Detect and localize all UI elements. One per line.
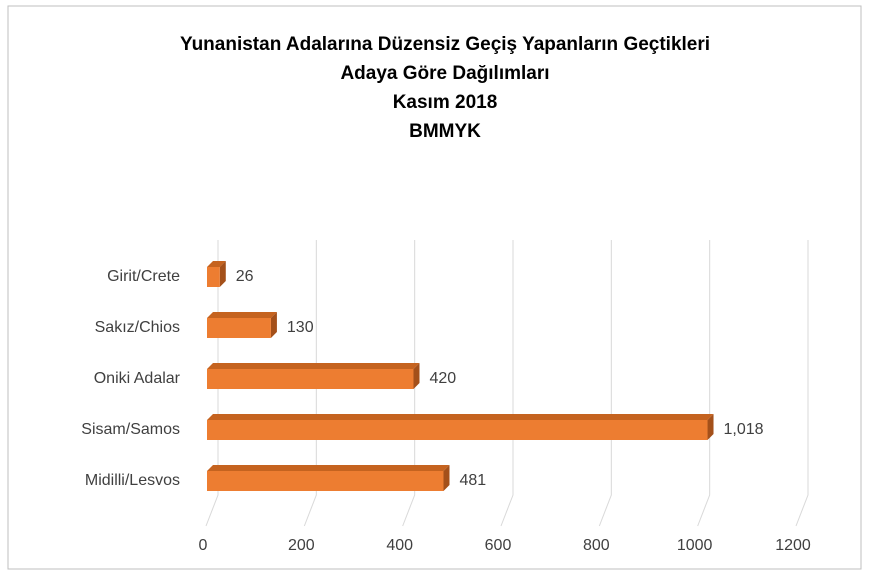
bar-side bbox=[270, 312, 277, 338]
x-tick-label: 1200 bbox=[775, 537, 811, 554]
bar-top bbox=[207, 465, 450, 471]
bar-side bbox=[443, 465, 450, 491]
grid-line bbox=[697, 240, 711, 527]
chart-title: BMMYK bbox=[409, 121, 481, 142]
grid-line bbox=[598, 240, 612, 527]
bar-top bbox=[207, 261, 226, 267]
data-label: 420 bbox=[430, 370, 457, 387]
x-tick-label: 1000 bbox=[677, 537, 713, 554]
y-tick-label: Sisam/Samos bbox=[81, 421, 180, 438]
bar bbox=[207, 369, 414, 389]
bar bbox=[207, 471, 444, 491]
bar-side bbox=[707, 414, 714, 440]
data-label: 481 bbox=[459, 472, 486, 489]
x-tick-label: 200 bbox=[288, 537, 315, 554]
x-tick-label: 0 bbox=[199, 537, 208, 554]
data-label: 26 bbox=[236, 268, 254, 285]
grid-line bbox=[795, 240, 809, 527]
grid-line bbox=[500, 240, 514, 527]
chart-title: Adaya Göre Dağılımları bbox=[340, 63, 549, 84]
data-label: 1,018 bbox=[724, 421, 764, 438]
bar-top bbox=[207, 363, 420, 369]
y-tick-label: Midilli/Lesvos bbox=[85, 472, 180, 489]
grid-line bbox=[402, 240, 416, 527]
bar-top bbox=[207, 312, 277, 318]
bar-side bbox=[413, 363, 420, 389]
bar bbox=[207, 318, 271, 338]
chart-title: Yunanistan Adalarına Düzensiz Geçiş Yapa… bbox=[180, 34, 710, 55]
y-tick-label: Sakız/Chios bbox=[95, 319, 180, 336]
chart-title: Kasım 2018 bbox=[393, 92, 498, 113]
grid-line bbox=[303, 240, 317, 527]
y-tick-label: Oniki Adalar bbox=[94, 370, 181, 387]
bar-top bbox=[207, 414, 714, 420]
x-tick-label: 600 bbox=[485, 537, 512, 554]
bar bbox=[207, 267, 220, 287]
bar bbox=[207, 420, 708, 440]
x-tick-label: 400 bbox=[386, 537, 413, 554]
x-tick-label: 800 bbox=[583, 537, 610, 554]
data-label: 130 bbox=[287, 319, 314, 336]
y-tick-label: Girit/Crete bbox=[107, 268, 180, 285]
bar-side bbox=[219, 261, 226, 287]
